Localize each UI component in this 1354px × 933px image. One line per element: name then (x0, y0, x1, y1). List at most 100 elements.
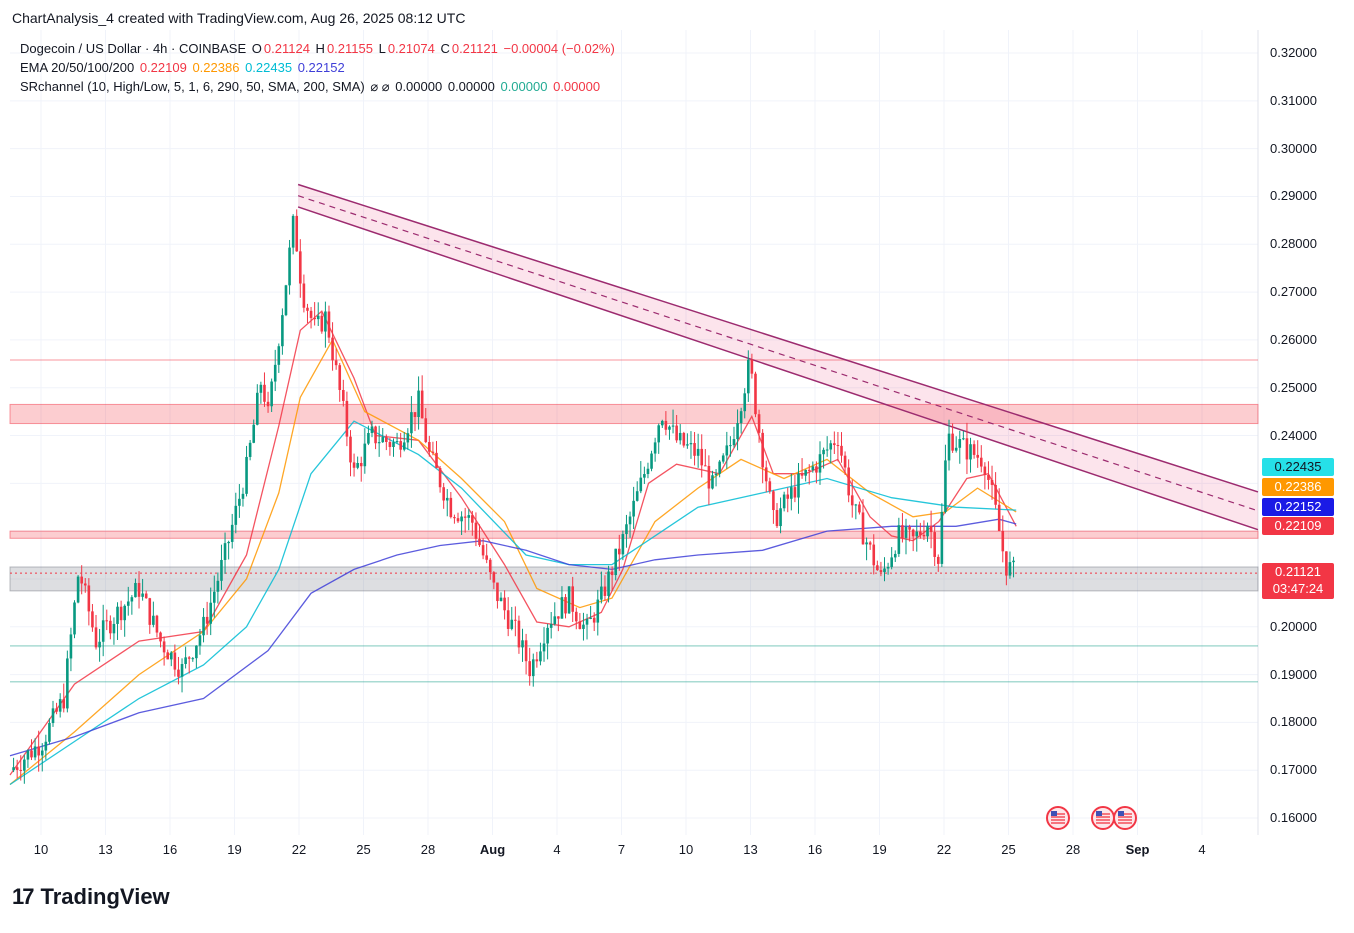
candle-body (944, 460, 947, 512)
y-tick-label: 0.30000 (1270, 140, 1317, 156)
candle-body (840, 445, 843, 456)
candle-body (990, 479, 994, 485)
tradingview-logo[interactable]: 17 TradingView (12, 884, 170, 910)
flag-canton (1051, 811, 1057, 816)
y-tick-label: 0.19000 (1270, 666, 1317, 682)
candle-body (238, 498, 241, 506)
candle-body (126, 601, 130, 606)
candle-body (220, 559, 223, 581)
ema-label[interactable]: EMA 20/50/100/200 (20, 60, 135, 75)
candle-body (908, 526, 911, 530)
candle-body (954, 447, 958, 451)
candle-body (678, 432, 682, 441)
candle-body (363, 443, 367, 467)
candle-body (428, 442, 431, 452)
candle-body (169, 652, 173, 660)
candle-body (847, 467, 850, 496)
candle-body (815, 466, 818, 473)
candle-body (406, 433, 410, 443)
candle-body (757, 414, 761, 433)
symbol-label[interactable]: Dogecoin / US Dollar · 4h · COINBASE (20, 41, 247, 56)
candle-body (582, 624, 585, 629)
candle-body (345, 400, 349, 437)
candle-body (15, 767, 19, 770)
y-tick-label: 0.24000 (1270, 427, 1317, 443)
candle-body (359, 462, 363, 467)
candle-body (248, 442, 252, 457)
candle-body (69, 634, 73, 659)
candle-body (822, 449, 825, 455)
candle-body (929, 525, 933, 533)
candle-body (263, 384, 266, 402)
candle-body (854, 504, 858, 506)
candle-body (306, 307, 309, 311)
legend-ohlc: Dogecoin / US Dollar · 4h · COINBASE O 0.… (20, 41, 615, 56)
y-tick-label: 0.25000 (1270, 379, 1317, 395)
sr-zones (9, 359, 1259, 683)
event-flags (1046, 806, 1137, 830)
candle-body (890, 557, 893, 567)
candle-body (116, 606, 119, 624)
sr-zone-support (9, 566, 1259, 592)
x-tick-label: 10 (678, 842, 694, 857)
candle-body (105, 620, 109, 622)
candle-body (936, 556, 940, 564)
candle-body (904, 526, 908, 538)
candle-body (198, 635, 202, 646)
legend-srchannel: SRchannel (10, High/Low, 5, 1, 6, 290, 5… (20, 79, 601, 94)
candle-body (578, 621, 582, 629)
candle-body (496, 582, 499, 602)
x-tick-label: 4 (553, 842, 561, 857)
candle-body (40, 750, 44, 756)
candle-body (277, 346, 281, 365)
candle-body (686, 444, 689, 446)
candle-body (134, 582, 137, 598)
candle-body (19, 769, 23, 771)
candle-body (431, 451, 435, 453)
candle-body (234, 505, 238, 525)
candle-body (302, 283, 306, 308)
candle-body (818, 454, 822, 473)
trend-mid (297, 195, 1259, 512)
candle-body (141, 593, 144, 597)
ema20-badge: 0.22109 (1262, 517, 1334, 535)
candle-body (804, 469, 807, 476)
candle-body (101, 620, 105, 642)
candle-body (850, 495, 854, 506)
candle-body (463, 516, 467, 518)
candle-body (843, 455, 847, 468)
ema50-badge: 0.22386 (1262, 478, 1334, 496)
candle-body (320, 315, 324, 332)
srchannel-label[interactable]: SRchannel (10, High/Low, 5, 1, 6, 290, 5… (20, 79, 365, 94)
candle-body (62, 699, 66, 709)
candle-body (342, 389, 345, 401)
candle-body (48, 723, 51, 742)
y-tick-label: 0.17000 (1270, 762, 1317, 778)
candle-body (112, 623, 116, 634)
x-tick-label: 28 (420, 842, 436, 857)
candle-body (919, 531, 922, 535)
ema200-badge: 0.22152 (1262, 498, 1334, 516)
ema100-badge: 0.22435 (1262, 458, 1334, 476)
trend-channel-fill (298, 184, 1259, 530)
candle-body (162, 641, 166, 653)
candle-body (574, 611, 578, 622)
candle-body (370, 426, 374, 434)
candle-body (356, 462, 359, 468)
candle-body (180, 664, 184, 677)
candle-body (402, 442, 406, 450)
candle-body (273, 364, 277, 382)
candle-body (270, 381, 273, 407)
candle-body (962, 438, 965, 440)
candle-body (130, 597, 134, 602)
candle-body (800, 473, 804, 476)
x-tick-label: 4 (1198, 842, 1206, 857)
ema50-line (9, 338, 1017, 786)
candle-body (664, 420, 668, 430)
candle-body (481, 545, 485, 556)
y-tick-label: 0.16000 (1270, 810, 1317, 825)
candle-body (861, 512, 865, 545)
candle-body (979, 457, 983, 467)
y-tick-label: 0.29000 (1270, 188, 1317, 204)
